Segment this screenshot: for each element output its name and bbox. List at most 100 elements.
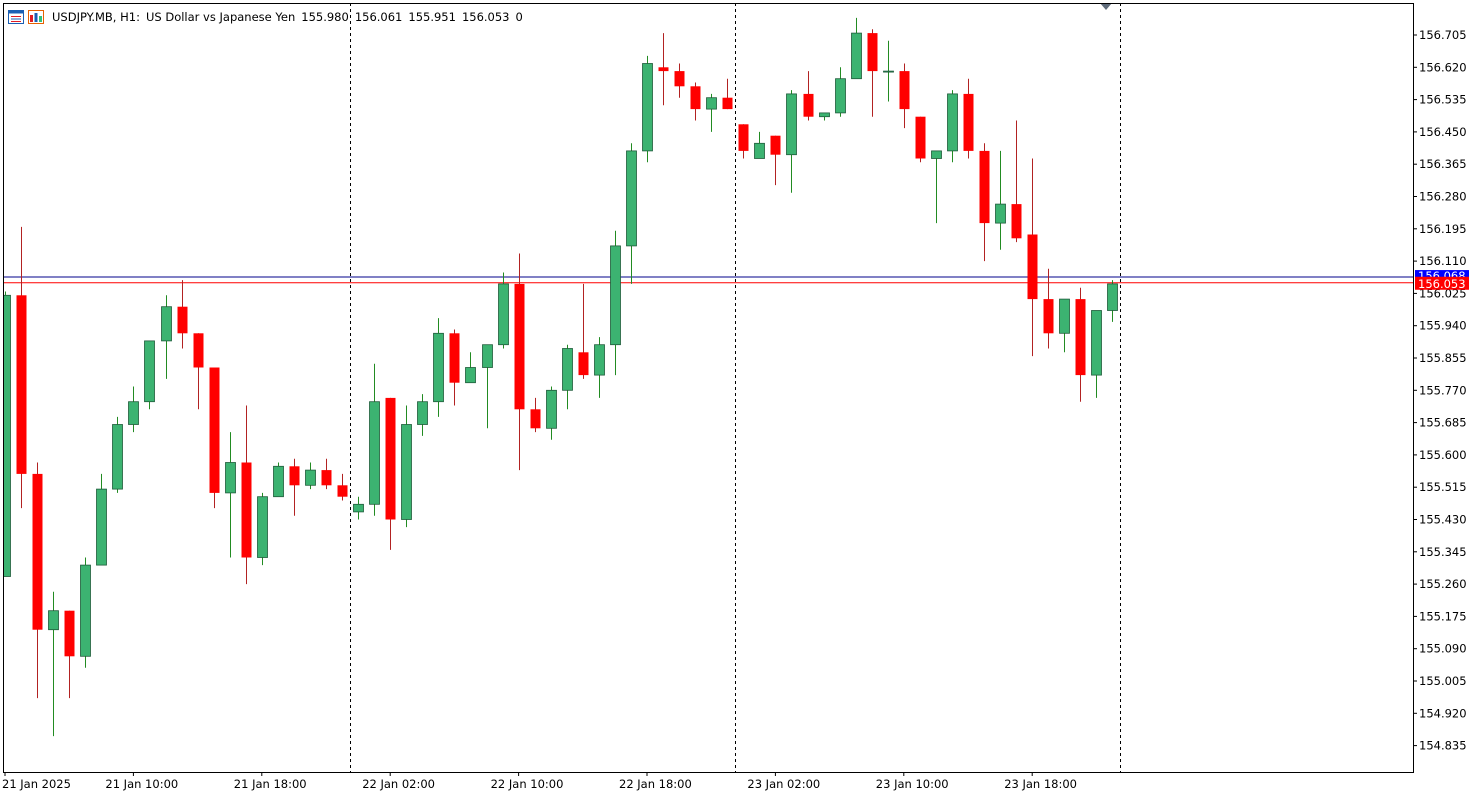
- bid-price-badge: [1415, 276, 1469, 290]
- candle-body: [819, 112, 830, 118]
- chart-menu-icon[interactable]: [8, 10, 24, 24]
- candle-body: [433, 332, 444, 403]
- price-tick-label: 155.260: [1419, 577, 1467, 591]
- candle-body: [786, 93, 797, 156]
- price-tick-label: 154.835: [1419, 739, 1467, 753]
- candle-body: [369, 401, 380, 505]
- price-tick-label: 155.685: [1419, 416, 1467, 430]
- chart-window-icon[interactable]: [28, 10, 44, 24]
- candle-body: [803, 93, 814, 117]
- price-tick-label: 156.535: [1419, 93, 1467, 107]
- candle-body: [674, 71, 685, 87]
- price-tick-label: 155.430: [1419, 513, 1467, 527]
- candle-body: [401, 424, 412, 520]
- candle-body: [979, 150, 990, 224]
- time-axis-labels: 21 Jan 2025 21 Jan 10:00 21 Jan 18:00 22 Ja…: [2, 772, 1077, 791]
- day-separators: [350, 3, 1121, 772]
- tick-volume: 0: [515, 10, 523, 24]
- price-tick-label: 155.515: [1419, 480, 1467, 494]
- price-tick-label: 155.090: [1419, 642, 1467, 656]
- candle-body: [96, 488, 107, 566]
- ohlc-close: 156.053: [461, 10, 510, 24]
- price-tick-label: 156.620: [1419, 60, 1467, 74]
- candle-body: [995, 203, 1006, 224]
- time-tick-label: 23 Jan 18:00: [1004, 777, 1077, 791]
- candle-body: [1011, 204, 1022, 239]
- price-level-lines: [3, 276, 1413, 284]
- candle-body: [112, 424, 123, 490]
- chart-header: USDJPY.MB, H1: US Dollar vs Japanese Yen…: [8, 8, 523, 26]
- candle-body: [241, 462, 252, 558]
- candle-body: [754, 142, 765, 159]
- candle-body: [273, 465, 284, 498]
- candle-body: [177, 306, 188, 334]
- time-tick-label: 21 Jan 10:00: [105, 777, 178, 791]
- chart-shift-marker: [1100, 3, 1112, 10]
- candle-body: [514, 283, 525, 410]
- candle-body: [305, 469, 316, 486]
- candle-body: [562, 348, 573, 391]
- candle-body: [32, 473, 43, 630]
- price-tick-label: 155.345: [1419, 545, 1467, 559]
- candle-body: [465, 367, 476, 384]
- candle-body: [1059, 298, 1070, 334]
- candle-body: [80, 564, 91, 657]
- candle-body: [449, 333, 460, 383]
- axes: [3, 3, 1414, 773]
- price-tick-label: 156.025: [1419, 286, 1467, 300]
- candle-body: [770, 135, 781, 155]
- candle-body: [947, 93, 958, 152]
- candle-body: [209, 367, 220, 493]
- price-tick-label: 155.175: [1419, 609, 1467, 623]
- symbol-description: US Dollar vs Japanese Yen: [145, 10, 296, 24]
- candle-body: [337, 485, 348, 497]
- symbol-label: USDJPY.MB, H1:: [52, 10, 140, 24]
- candle-body: [128, 401, 139, 425]
- candle-body: [642, 63, 653, 152]
- candle-body: [530, 409, 541, 429]
- candle-body: [225, 462, 236, 494]
- time-tick-label: 23 Jan 02:00: [747, 777, 820, 791]
- candle-body: [899, 71, 910, 110]
- candle-body: [883, 70, 894, 73]
- ohlc-open: 155.980: [301, 10, 349, 24]
- candle-body: [963, 93, 974, 151]
- candle-body: [353, 503, 364, 513]
- candle-body: [257, 496, 268, 558]
- candle-body: [867, 33, 878, 72]
- candle-body: [706, 97, 717, 110]
- candle-body: [1091, 310, 1102, 376]
- bid-price-badge-label: 156.053: [1418, 277, 1466, 291]
- candle-body: [578, 352, 589, 376]
- candle-body: [498, 283, 509, 346]
- candle-body: [1043, 299, 1054, 334]
- price-tick-label: 154.920: [1419, 706, 1467, 720]
- plot-frame: [3, 3, 1414, 773]
- price-tick-label: 155.600: [1419, 448, 1467, 462]
- candle-body: [1107, 283, 1118, 311]
- candle-body: [48, 610, 59, 631]
- candle-body: [1075, 299, 1086, 376]
- time-tick-label: 22 Jan 18:00: [619, 777, 692, 791]
- time-tick-label: 22 Jan 10:00: [491, 777, 564, 791]
- price-tick-label: 155.855: [1419, 351, 1467, 365]
- candle-body: [738, 124, 749, 151]
- candle-body: [722, 97, 733, 110]
- ohlc-high: 156.061: [354, 10, 403, 24]
- price-axis-labels: 156.705 156.620 156.535 156.450 156.365 156.2…: [1413, 28, 1467, 753]
- time-tick-label: 22 Jan 02:00: [362, 777, 435, 791]
- candle-body: [289, 466, 300, 486]
- candles: [3, 17, 1118, 737]
- candle-body: [594, 344, 605, 376]
- price-tick-label: 156.195: [1419, 222, 1467, 236]
- time-tick-label: 23 Jan 10:00: [876, 777, 949, 791]
- candle-body: [16, 295, 27, 474]
- price-tick-label: 156.705: [1419, 28, 1467, 42]
- price-tick-label: 155.940: [1419, 319, 1467, 333]
- price-tick-label: 156.365: [1419, 157, 1467, 171]
- candle-body: [482, 344, 493, 368]
- candle-body: [626, 150, 637, 247]
